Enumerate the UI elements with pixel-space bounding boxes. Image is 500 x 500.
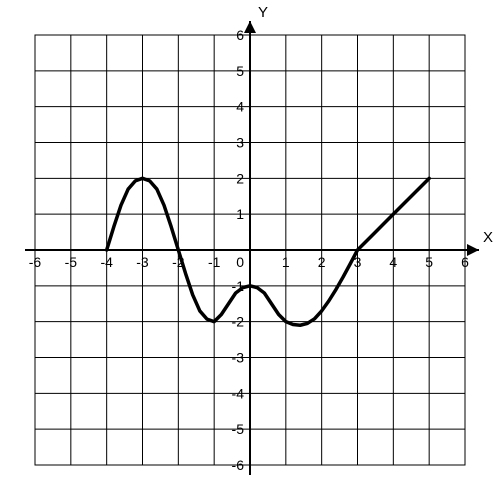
x-tick-label: 2 <box>318 254 326 270</box>
x-tick-label: 1 <box>282 254 290 270</box>
x-tick-label: 5 <box>425 254 433 270</box>
x-tick-label: -5 <box>65 254 78 270</box>
y-tick-label: 4 <box>236 99 244 115</box>
x-tick-label: -4 <box>100 254 113 270</box>
x-axis-label: X <box>483 229 493 246</box>
y-axis-arrow <box>244 21 256 33</box>
origin-label: 0 <box>236 254 244 270</box>
y-tick-label: 2 <box>236 170 244 186</box>
x-tick-label: 4 <box>389 254 397 270</box>
x-tick-label: -6 <box>29 254 42 270</box>
y-tick-label: 5 <box>236 63 244 79</box>
y-tick-label: 1 <box>236 206 244 222</box>
y-tick-label: 3 <box>236 135 244 151</box>
x-tick-label: -1 <box>208 254 221 270</box>
y-axis-label: Y <box>258 4 268 21</box>
x-tick-label: 6 <box>461 254 469 270</box>
y-tick-label: -3 <box>232 350 245 366</box>
y-tick-label: -5 <box>232 421 245 437</box>
y-tick-label: 6 <box>236 27 244 43</box>
y-tick-label: -6 <box>232 457 245 473</box>
function-curve <box>107 178 430 325</box>
coordinate-plane-chart: XY-6-5-4-3-2-1123456-6-5-4-3-2-11234560 <box>0 0 500 500</box>
y-tick-label: -2 <box>232 314 245 330</box>
y-tick-label: -4 <box>232 385 245 401</box>
x-tick-label: -3 <box>136 254 149 270</box>
